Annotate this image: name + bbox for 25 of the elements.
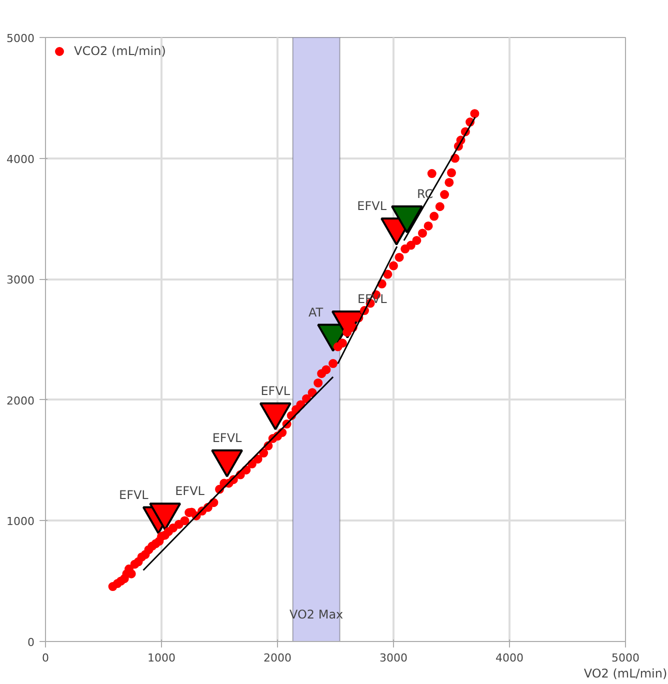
data-label: EFVL xyxy=(260,384,290,398)
y-tick-label: 4000 xyxy=(6,152,35,166)
data-label: EFVL xyxy=(118,488,149,502)
y-tick-label: 5000 xyxy=(6,32,35,45)
data-label: EFVL xyxy=(212,431,242,446)
x-tick-label: 3000 xyxy=(380,652,408,664)
x-tick-label: 1000 xyxy=(148,652,176,664)
x-axis-title: VO2 (mL/min) xyxy=(584,666,668,680)
data-label: EFVL xyxy=(175,484,205,498)
y-tick-label: 0 xyxy=(28,636,34,649)
point xyxy=(149,502,182,531)
y-tick-label: 1000 xyxy=(6,515,35,528)
point xyxy=(390,205,423,234)
data-label: AT xyxy=(308,305,324,320)
y-tick-label: 3000 xyxy=(6,274,35,287)
y-tick-label: 2000 xyxy=(6,394,35,408)
x-tick-label: 5000 xyxy=(612,652,640,664)
band-label: VO2 Max xyxy=(289,608,344,622)
x-tick-label: 4000 xyxy=(496,652,524,664)
x-tick-label: 2000 xyxy=(264,652,292,664)
legend-label: VCO2 (mL/min) xyxy=(74,44,166,58)
data-label: EFVL xyxy=(357,199,387,214)
x-tick-label: 0 xyxy=(42,652,49,664)
point xyxy=(259,402,292,430)
point xyxy=(211,449,244,478)
